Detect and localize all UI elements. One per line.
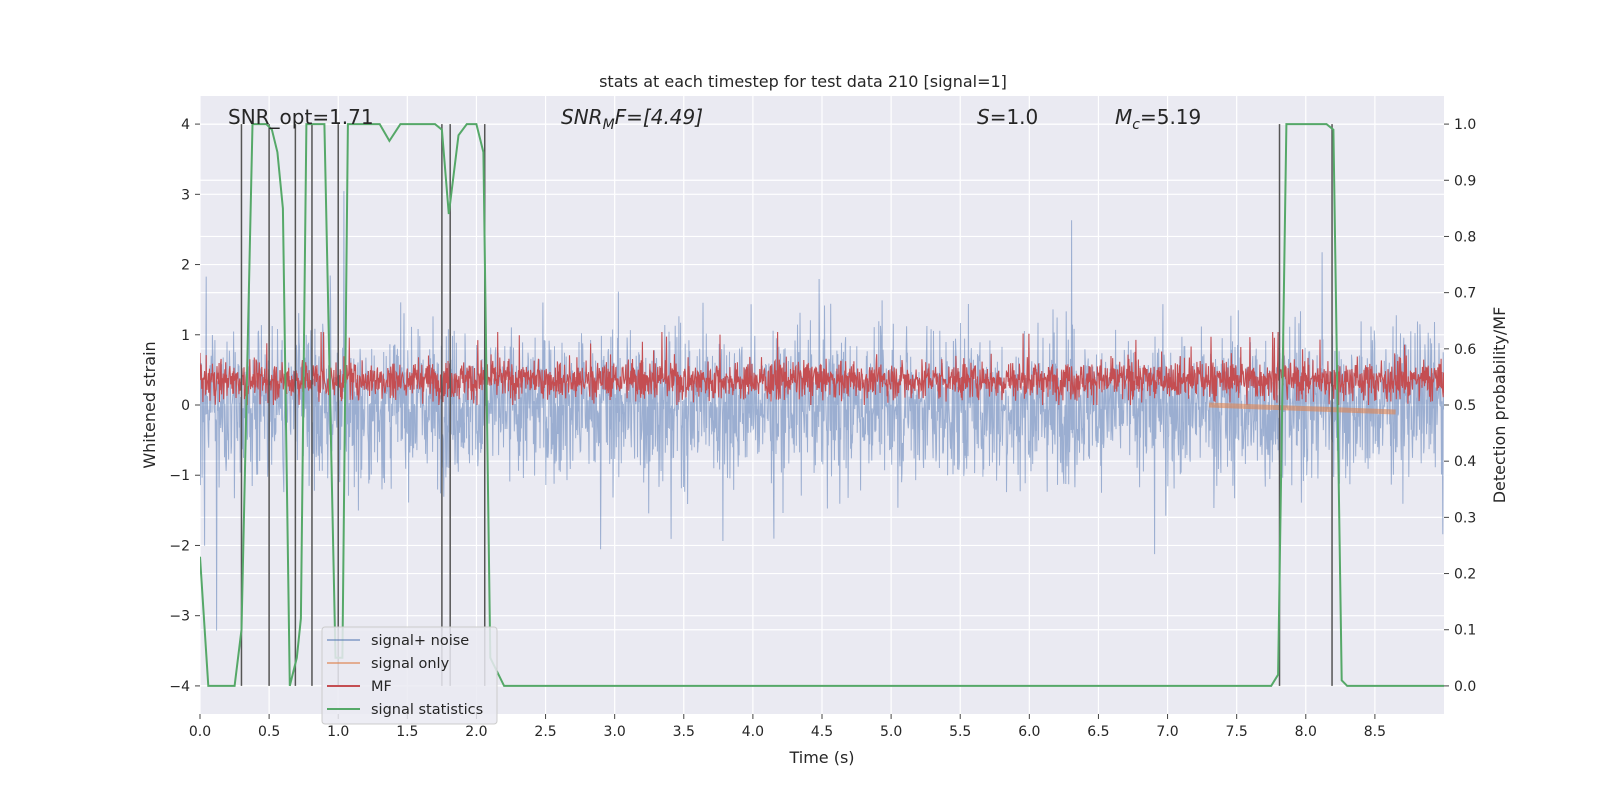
legend-label-signal-only: signal only: [371, 656, 450, 672]
y-right-tick-label: 0.0: [1454, 679, 1476, 695]
x-tick-label: 2.0: [465, 724, 487, 740]
annotation-snr-mf: SNRMF=[4.49]: [561, 105, 703, 133]
x-tick-label: 3.0: [604, 724, 626, 740]
series-mf: [200, 331, 1444, 406]
legend-box: [321, 626, 498, 725]
annotation-mc-sub: c: [1132, 117, 1140, 133]
legend-label-signal-noise: signal+ noise: [371, 633, 469, 649]
series-signal-only: [1208, 402, 1396, 415]
y-axis-label: Whitened strain: [140, 341, 159, 468]
x-tick-label: 8.0: [1295, 724, 1317, 740]
x-tick-label: 6.0: [1018, 724, 1040, 740]
y-right-tick-label: 0.1: [1454, 623, 1476, 639]
y-right-tick-label: 1.0: [1454, 117, 1476, 133]
y-right-tick-label: 0.9: [1454, 173, 1476, 189]
y-tick-label: −3: [169, 609, 190, 625]
y-axis-ticks: 4 3 2 1 0 −1 −2 −3 −4: [169, 117, 200, 695]
x-axis-ticks: 0.0 0.5 1.0 1.5 2.0 2.5 3.0 3.5 4.0 4.5 5.0 5.5 6.0 6…: [189, 714, 1386, 740]
y-right-tick-label: 0.5: [1454, 398, 1476, 414]
annotation-s-main: S: [977, 105, 990, 129]
y-tick-label: 0: [181, 398, 190, 414]
x-tick-label: 0.5: [258, 724, 280, 740]
annotation-snr-mf-tail: F=[4.49]: [615, 105, 703, 129]
annotation-mc-main: M: [1115, 105, 1132, 129]
annotation-s: S=1.0: [977, 105, 1038, 129]
annotation-snr-mf-sub: M: [603, 117, 615, 133]
y-axis-right-ticks: 1.0 0.9 0.8 0.7 0.6 0.5 0.4 0.3 0.2 0.1 0.0: [1444, 117, 1476, 695]
y-tick-label: 3: [181, 187, 190, 203]
x-tick-label: 2.5: [534, 724, 556, 740]
annotation-snr-opt-text: SNR_opt=1.71: [228, 105, 374, 129]
annotation-s-tail: =1.0: [990, 105, 1039, 129]
annotation-mc-tail: =5.19: [1140, 105, 1201, 129]
y-right-tick-label: 0.6: [1454, 342, 1476, 358]
y-tick-label: 4: [181, 117, 190, 133]
y-axis-right-label: Detection probability/MF: [1490, 307, 1509, 504]
y-right-tick-label: 0.2: [1454, 567, 1476, 583]
x-tick-label: 7.0: [1156, 724, 1178, 740]
legend-label-signal-statistics: signal statistics: [371, 702, 483, 718]
y-right-tick-label: 0.4: [1454, 454, 1476, 470]
x-tick-label: 7.5: [1226, 724, 1248, 740]
annotation-snr-mf-main: SNR: [561, 105, 603, 129]
y-tick-label: −1: [169, 468, 190, 484]
annotation-mc: Mc=5.19: [1115, 105, 1201, 133]
chart-title: stats at each timestep for test data 210…: [599, 72, 1007, 91]
y-tick-label: 2: [181, 258, 190, 274]
annotation-snr-opt: SNR_opt=1.71: [228, 105, 374, 129]
legend-label-mf: MF: [371, 679, 392, 695]
y-right-tick-label: 0.8: [1454, 229, 1476, 245]
x-tick-label: 6.5: [1087, 724, 1109, 740]
x-axis-label: Time (s): [788, 748, 854, 767]
x-tick-label: 0.0: [189, 724, 211, 740]
x-tick-label: 5.0: [880, 724, 902, 740]
y-tick-label: 1: [181, 328, 190, 344]
x-tick-label: 8.5: [1364, 724, 1386, 740]
y-tick-label: −2: [169, 538, 190, 554]
legend: signal+ noise signal only MF signal stat…: [321, 626, 498, 725]
y-tick-label: −4: [169, 679, 190, 695]
y-right-tick-label: 0.3: [1454, 510, 1476, 526]
x-tick-label: 5.5: [949, 724, 971, 740]
y-right-tick-label: 0.7: [1454, 286, 1476, 302]
x-tick-label: 4.0: [742, 724, 764, 740]
x-tick-label: 1.5: [396, 724, 418, 740]
x-tick-label: 1.0: [327, 724, 349, 740]
series-signal-statistics: [200, 123, 1444, 687]
x-tick-label: 3.5: [673, 724, 695, 740]
x-tick-label: 4.5: [811, 724, 833, 740]
